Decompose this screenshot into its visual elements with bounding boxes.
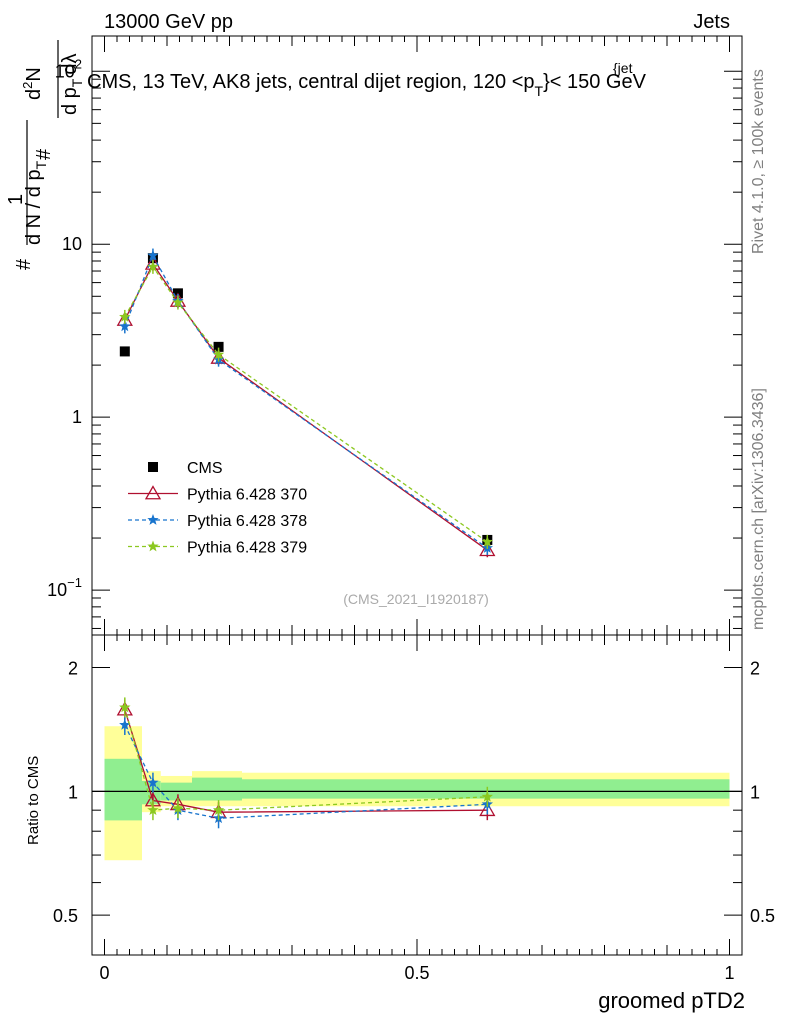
ylabel-num-sup: 2 <box>20 82 35 89</box>
header-left: 13000 GeV pp <box>104 11 233 33</box>
x-tick-label: 0 <box>99 963 109 983</box>
header-right: Jets <box>693 11 730 33</box>
legend-marker <box>144 485 162 500</box>
data-point <box>479 541 496 557</box>
main-ylabel: # 1 d N / d pT # d2N d pTdλ <box>5 40 85 270</box>
ratio-point <box>481 790 493 802</box>
ratio-series-pythia-6-428-379 <box>119 697 493 821</box>
y-tick-label: 102 <box>55 56 82 81</box>
ratio-y-tick-label: 0.5 <box>53 906 78 926</box>
legend-marker <box>147 514 159 525</box>
ylabel-den: d N / d pT <box>23 160 49 245</box>
y-tick-label: 10 <box>62 234 82 254</box>
ylabel-one: 1 <box>5 194 27 205</box>
data-point <box>172 296 184 308</box>
data-point <box>212 348 225 360</box>
data-point <box>119 320 131 332</box>
ylabel-num-d: d <box>23 89 45 100</box>
legend-marker <box>147 540 159 552</box>
legend: CMS Pythia 6.428 370 Pythia 6.428 378 Pythi… <box>128 460 307 557</box>
data-point <box>481 535 493 547</box>
ratio-point <box>479 801 496 817</box>
mcplots-label: mcplots.cern.ch [arXiv:1306.3436] <box>750 388 767 630</box>
x-tick-label: 1 <box>724 963 734 983</box>
y-tick-base: 10 <box>62 234 82 254</box>
legend-label: CMS <box>187 460 223 477</box>
legend-entry: Pythia 6.428 378 <box>128 513 307 530</box>
data-point <box>213 341 224 352</box>
y-tick-base: 1 <box>72 407 82 427</box>
ylabel-den2: d pTdλ <box>59 54 85 116</box>
y-tick-exp: −1 <box>67 575 82 590</box>
legend-entry: Pythia 6.428 379 <box>128 540 307 557</box>
ratio-point <box>212 804 225 815</box>
chart-title-sup: {jet <box>613 60 633 76</box>
ylabel-den2-main: d p <box>59 87 81 115</box>
legend-entry: CMS <box>148 460 223 477</box>
uncertainty-band-inner <box>242 779 730 799</box>
y-tick-label: 1 <box>72 407 82 427</box>
y-tick-label: 10−1 <box>47 575 82 600</box>
y-tick-exp: 2 <box>75 56 82 71</box>
data-point <box>147 249 159 261</box>
legend-entry: Pythia 6.428 370 <box>128 485 307 504</box>
ylabel-num-N: N <box>23 67 45 81</box>
y-tick-base: 10 <box>55 61 75 81</box>
ratio-line <box>124 707 488 811</box>
ylabel-hash2: # <box>33 148 55 160</box>
rivet-label: Rivet 4.1.0, ≥ 100k events <box>750 69 767 254</box>
xaxis-label: groomed pTD2 <box>598 988 745 1013</box>
ratio-y-tick-label: 1 <box>68 782 78 802</box>
chart-title: CMS, 13 TeV, AK8 jets, central dijet reg… <box>87 71 647 99</box>
legend-label: Pythia 6.428 370 <box>187 487 307 504</box>
watermark: (CMS_2021_I1920187) <box>343 591 489 607</box>
ratio-ylabel: Ratio to CMS <box>25 756 42 845</box>
chart-title-end: }< 150 GeV <box>543 71 647 93</box>
ylabel-den2-sub: T <box>69 78 85 87</box>
ratio-panel: 0.5 0.5 1 1 2 2 0 0.5 1 Ratio to CMS groomed pTD… <box>25 634 775 1013</box>
legend-marker <box>148 462 158 472</box>
x-tick-label: 0.5 <box>404 963 429 983</box>
chart-title-main: CMS, 13 TeV, AK8 jets, central dijet reg… <box>87 71 535 93</box>
ratio-point <box>172 802 184 814</box>
ratio-point <box>147 776 159 788</box>
ratio-y-tick-label-right: 2 <box>750 659 760 679</box>
ylabel-den2-end: dλ <box>59 54 81 75</box>
series-pythia-6-428-379 <box>119 259 493 549</box>
ylabel-den-main: d N / d p <box>23 169 45 245</box>
ratio-point <box>119 701 131 713</box>
data-point <box>119 310 131 322</box>
ratio-y-tick-label-right: 1 <box>750 782 760 802</box>
data-point <box>119 346 130 357</box>
ylabel-hash1: # <box>13 258 35 270</box>
y-tick-base: 10 <box>47 580 67 600</box>
ylabel-den-sub: T <box>33 160 49 169</box>
chart-title-sub: T <box>535 83 544 99</box>
legend-label: Pythia 6.428 378 <box>187 513 307 530</box>
series-line <box>124 262 488 551</box>
uncertainty-band-inner <box>192 777 242 801</box>
data-point <box>147 260 159 272</box>
uncertainty-band-inner <box>104 758 142 821</box>
ratio-y-tick-label-right: 0.5 <box>750 906 775 926</box>
ratio-y-tick-label: 2 <box>68 659 78 679</box>
ratio-point <box>147 804 159 815</box>
ylabel-num: d2N <box>20 67 45 100</box>
ratio-point <box>119 719 131 730</box>
legend-label: Pythia 6.428 379 <box>187 540 307 557</box>
